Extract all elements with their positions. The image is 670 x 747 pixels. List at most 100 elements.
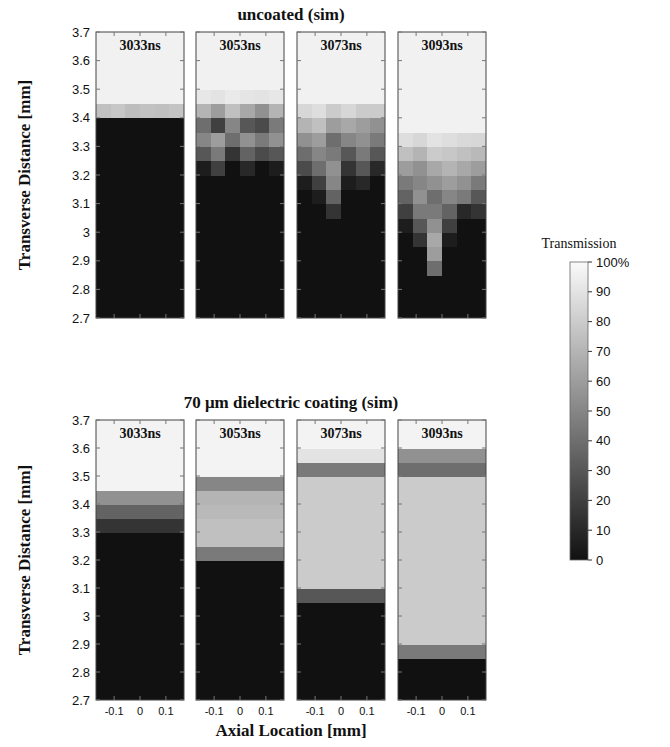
cell bbox=[413, 189, 428, 204]
cell bbox=[442, 189, 457, 204]
cell bbox=[413, 118, 428, 133]
cell bbox=[297, 504, 385, 519]
cell bbox=[96, 686, 184, 700]
cell bbox=[255, 118, 270, 133]
y-tick-label: 2.9 bbox=[72, 253, 90, 268]
cell bbox=[155, 232, 170, 247]
cell bbox=[413, 204, 428, 219]
cell bbox=[196, 175, 211, 190]
y-tick bbox=[398, 672, 402, 673]
cell bbox=[196, 518, 284, 533]
cell bbox=[269, 146, 284, 161]
y-tick bbox=[482, 532, 486, 533]
y-tick bbox=[280, 146, 284, 147]
cell bbox=[297, 175, 312, 190]
cell bbox=[240, 75, 255, 90]
cell bbox=[471, 104, 486, 119]
cell bbox=[169, 161, 184, 176]
cell bbox=[225, 132, 240, 147]
cell bbox=[413, 132, 428, 147]
cell bbox=[297, 261, 312, 276]
cell bbox=[240, 61, 255, 76]
cell bbox=[413, 75, 428, 90]
y-tick bbox=[482, 504, 486, 505]
cell bbox=[255, 247, 270, 262]
y-tick bbox=[280, 560, 284, 561]
cell bbox=[255, 189, 270, 204]
cell bbox=[111, 175, 126, 190]
cell bbox=[326, 232, 341, 247]
y-tick bbox=[96, 532, 100, 533]
cell bbox=[312, 132, 327, 147]
cell bbox=[155, 247, 170, 262]
y-tick bbox=[482, 32, 486, 33]
y-tick bbox=[297, 175, 301, 176]
cell bbox=[413, 247, 428, 262]
cell bbox=[255, 218, 270, 233]
cell bbox=[96, 462, 184, 477]
cell bbox=[211, 61, 226, 76]
cell bbox=[442, 146, 457, 161]
cell bbox=[442, 89, 457, 104]
cell bbox=[341, 89, 356, 104]
cell bbox=[398, 75, 413, 90]
cell bbox=[457, 304, 472, 318]
y-tick bbox=[280, 700, 284, 701]
cell bbox=[169, 146, 184, 161]
cell bbox=[140, 61, 155, 76]
cell bbox=[312, 247, 327, 262]
y-tick bbox=[398, 616, 402, 617]
cell bbox=[312, 304, 327, 318]
x-tick bbox=[315, 696, 316, 700]
cell bbox=[297, 574, 385, 589]
y-tick bbox=[398, 318, 402, 319]
x-tick bbox=[442, 420, 443, 424]
cell bbox=[312, 232, 327, 247]
cell bbox=[457, 218, 472, 233]
cell bbox=[297, 588, 385, 603]
cell bbox=[427, 118, 442, 133]
colorbar-tick bbox=[588, 411, 592, 412]
cell bbox=[169, 275, 184, 290]
y-tick-label: 3.1 bbox=[72, 196, 90, 211]
cell bbox=[196, 574, 284, 589]
cell bbox=[326, 189, 341, 204]
x-tick-label: 0 bbox=[237, 705, 243, 717]
cell bbox=[398, 189, 413, 204]
cell bbox=[111, 104, 126, 119]
cell bbox=[255, 232, 270, 247]
panel-label: 3053ns bbox=[219, 38, 261, 53]
cell bbox=[427, 261, 442, 276]
cell bbox=[211, 232, 226, 247]
colorbar-tick-label: 10 bbox=[596, 523, 610, 538]
cell bbox=[398, 462, 486, 477]
cell bbox=[240, 261, 255, 276]
cell bbox=[398, 686, 486, 700]
y-tick bbox=[297, 420, 301, 421]
colorbar-tick bbox=[588, 291, 592, 292]
cell bbox=[356, 261, 371, 276]
cell bbox=[269, 261, 284, 276]
y-tick bbox=[280, 644, 284, 645]
cell bbox=[341, 75, 356, 90]
y-tick bbox=[381, 318, 385, 319]
cell bbox=[96, 175, 111, 190]
cell bbox=[398, 289, 413, 304]
cell bbox=[169, 218, 184, 233]
cell bbox=[269, 204, 284, 219]
y-tick bbox=[381, 672, 385, 673]
panel-label: 3093ns bbox=[421, 38, 463, 53]
y-tick-label: 2.9 bbox=[72, 637, 90, 652]
cell bbox=[297, 275, 312, 290]
cell bbox=[125, 204, 140, 219]
cell bbox=[155, 104, 170, 119]
x-tick bbox=[416, 420, 417, 424]
cell bbox=[96, 232, 111, 247]
cell bbox=[240, 304, 255, 318]
x-tick bbox=[265, 32, 266, 36]
cell bbox=[169, 118, 184, 133]
cell bbox=[169, 61, 184, 76]
x-tick bbox=[366, 420, 367, 424]
cell bbox=[457, 204, 472, 219]
cell bbox=[140, 204, 155, 219]
